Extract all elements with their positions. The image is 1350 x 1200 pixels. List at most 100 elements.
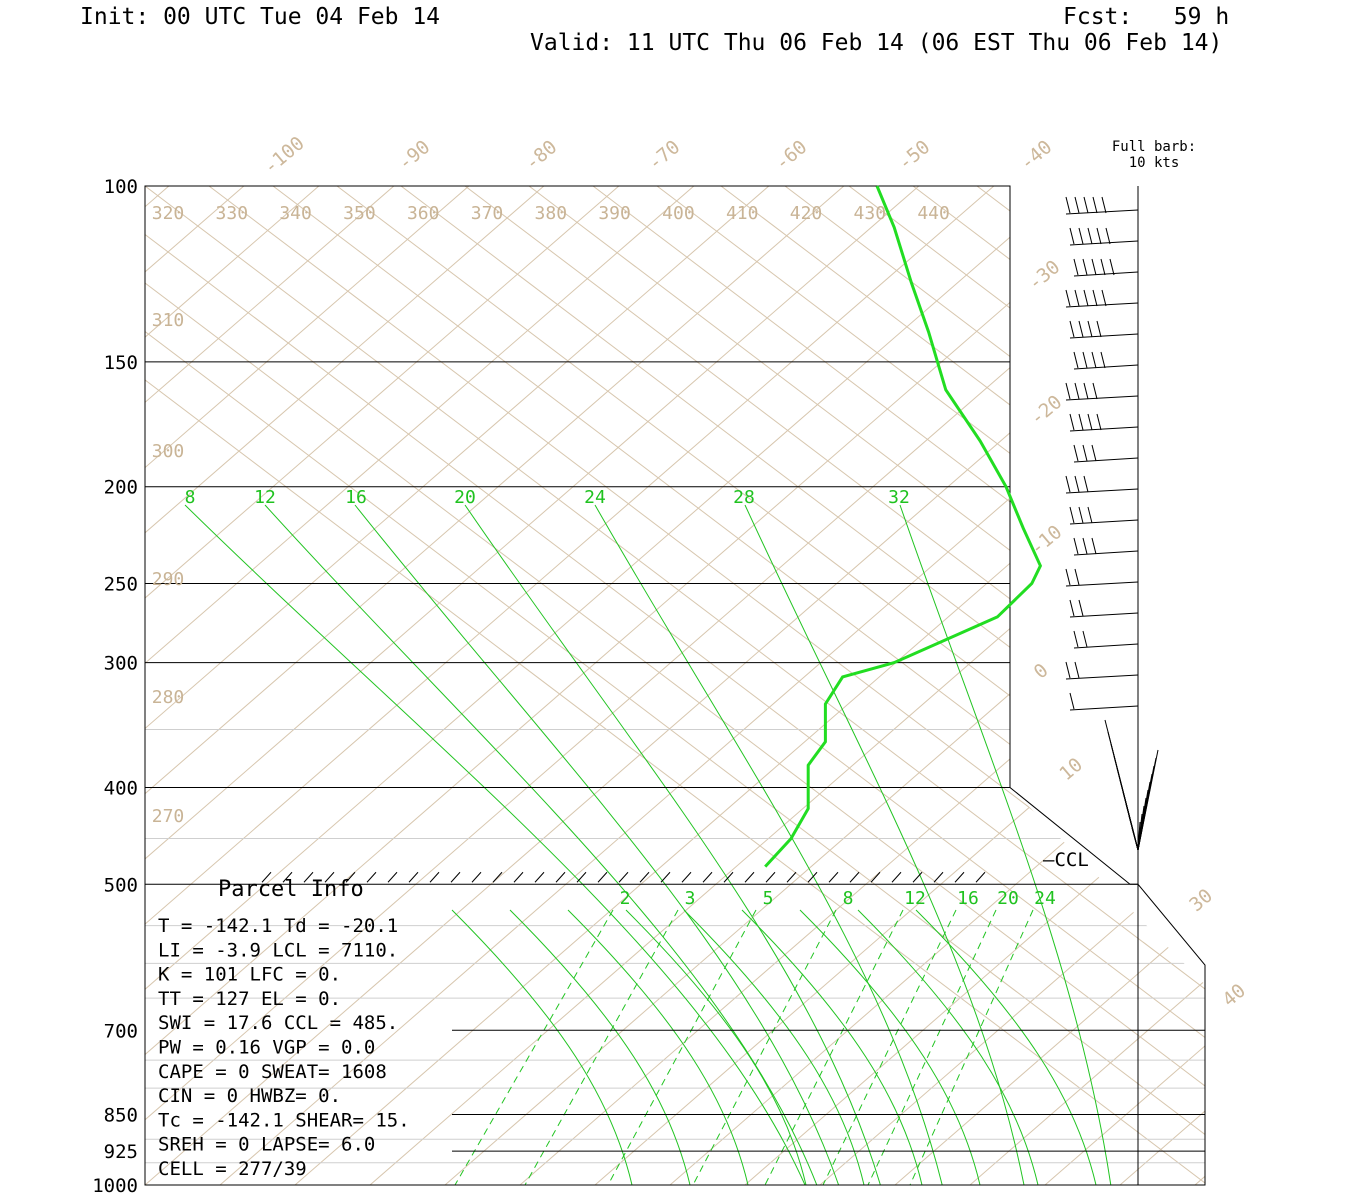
dry-adiabat-line [145,186,1205,1185]
dry-adiabat-line [1040,186,1205,1185]
background-lines [145,186,1350,1185]
hatch-mark [891,871,902,883]
dry-adiabat-line [656,186,1205,1185]
isotherm-line [219,186,1205,1185]
isotherm-label: -100 [260,132,309,178]
mixing-ratio-label: 2 [620,888,631,909]
hatch-mark [324,871,335,883]
isotherm-line [145,186,1205,1185]
ccl-marker: —CCL [1043,849,1089,871]
init-time: Init: 00 UTC Tue 04 Feb 14 [80,4,441,30]
mixing-ratio-label: 28 [733,487,755,508]
wind-barb [1073,258,1079,276]
moist-adiabat-curve [184,504,806,1185]
temperature-trace [764,185,1043,868]
isotherm-label: -70 [644,136,684,175]
pressure-label: 850 [104,1104,138,1126]
isotherm-line [145,186,695,1185]
wind-barb [1092,382,1098,400]
theta-label: 410 [726,203,759,224]
wind-barb [1091,444,1097,462]
dry-adiabat-line [592,186,1205,1185]
mixing-ratio-label: 12 [254,487,276,508]
wind-barb [1065,196,1071,214]
wind-barb [1069,426,1139,432]
mixing-ratio-label: 5 [763,888,774,909]
wind-barb [1096,320,1102,338]
wind-barb [1109,258,1115,276]
wind-barb [1074,289,1080,307]
wind-barb [1073,537,1079,555]
hatch-mark [744,871,755,883]
wind-barb [1092,196,1098,214]
wind-barb [1073,444,1079,462]
hatch-mark [345,871,356,883]
mixing-ratio-label: 32 [888,487,910,508]
hatch-mark [639,871,650,883]
hatch-mark [576,871,587,883]
mixing-ratio-label: 12 [904,888,926,909]
isotherm-line [145,186,395,1185]
wind-barb [1073,364,1139,370]
wind-barb [1078,506,1084,524]
isotherm-line [594,186,1205,1185]
parcel-info-row: T = -142.1 Td = -20.1 [158,915,398,937]
dry-adiabat-line [272,186,1205,1185]
isotherm-line [1119,186,1205,1185]
wind-barb [1069,506,1075,524]
dry-adiabat-line [912,186,1205,1185]
wind-barb [1069,333,1139,339]
wind-barb [1073,271,1139,277]
isotherm-line [1345,186,1350,1185]
hatch-mark [912,871,923,883]
wind-barb [1082,630,1088,648]
wind-barb [1065,661,1071,679]
hatch-mark [387,871,398,883]
wind-barb [1078,227,1084,245]
dry-adiabat-line [400,186,1205,1185]
hatch-mark [933,871,944,883]
theta-label: 290 [152,569,185,590]
wind-barb [1069,519,1139,525]
hatch-mark [513,871,524,883]
wind-barb [1082,537,1088,555]
isotherm-line [145,186,920,1185]
isotherm-label: -10 [1026,521,1066,560]
isotherm-label: -40 [1016,136,1056,175]
theta-label: 340 [279,203,312,224]
wind-barb [1073,550,1139,556]
mixing-ratio-label: 16 [957,888,979,909]
wind-barb [1087,413,1093,431]
isotherm-label: 40 [1218,980,1250,1012]
dry-adiabat-line [145,186,1205,1185]
isotherm-line [444,186,1205,1185]
wind-barb [1100,258,1106,276]
isotherm-label: 30 [1185,885,1217,917]
dry-adiabat-line [720,186,1205,1185]
wind-barb [1082,351,1088,369]
wind-barb [1074,196,1080,214]
mixing-ratio-line [909,909,1034,1185]
plot-area [145,186,1350,1185]
hatch-mark [303,871,314,883]
wind-barb [1073,643,1139,649]
hatch-mark [870,871,881,883]
isotherm-line [969,186,1205,1185]
theta-label: 390 [598,203,631,224]
mixing-ratio-line [524,909,679,1185]
pressure-label: 150 [104,352,138,374]
theta-label: 320 [152,203,185,224]
hatch-mark [807,871,818,883]
mixing-ratio-label: 3 [685,888,696,909]
mixing-ratio-line [764,909,904,1185]
isotherm-line [819,186,1205,1185]
isotherm-label: -30 [1024,256,1064,295]
theta-label: 310 [152,310,185,331]
wind-barb [1083,289,1089,307]
wind-barb [1065,581,1139,587]
hatch-mark [723,871,734,883]
parcel-info-row: CIN = 0 HWBZ= 0. [158,1085,341,1107]
wind-barb [1069,320,1075,338]
hatch-mark [534,871,545,883]
